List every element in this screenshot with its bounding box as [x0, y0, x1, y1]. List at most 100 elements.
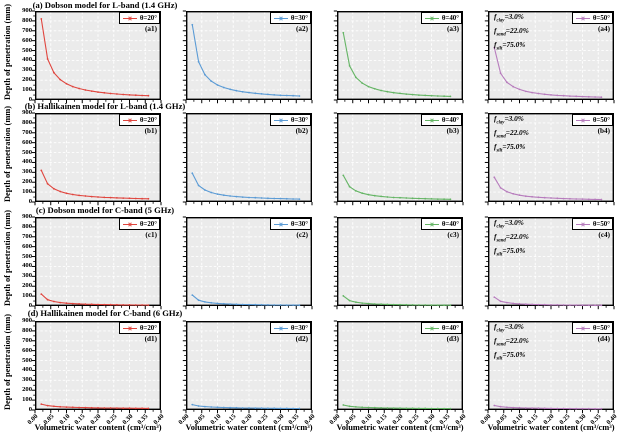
- y-tick-label: 200: [22, 386, 32, 394]
- legend-c1: θ=20°: [118, 218, 160, 230]
- legend-line-icon: [122, 221, 137, 227]
- panel-tag: (b1): [144, 127, 157, 135]
- panel-tag: (c2): [296, 231, 308, 239]
- plot-area-a2: [182, 10, 313, 104]
- legend-label: θ=50°: [592, 116, 610, 124]
- y-tick-label: 0: [28, 302, 32, 309]
- legend-line-icon: [575, 221, 590, 227]
- row-title-b: (b) Hallikainen model for L-band (1.4 GH…: [24, 101, 186, 111]
- plot-area-a3: [333, 10, 464, 104]
- y-tick-label: 900: [22, 317, 32, 324]
- legend-line-icon: [122, 325, 137, 331]
- legend-label: θ=50°: [592, 324, 610, 332]
- y-tick-label: 400: [22, 262, 32, 270]
- y-tick-label: 700: [22, 232, 32, 240]
- panel-tag: (b3): [446, 127, 459, 135]
- legend-label: θ=30°: [290, 116, 308, 124]
- legend-line-icon: [122, 15, 137, 21]
- legend-a2: θ=30°: [269, 12, 311, 24]
- legend-label: θ=40°: [441, 14, 459, 22]
- y-tick-label: 100: [22, 292, 32, 300]
- panel-a1: θ=20° (a1): [31, 10, 162, 104]
- panel-a2: θ=30° (a2): [182, 10, 313, 104]
- panel-d2: θ=30° (d2): [182, 320, 313, 414]
- legend-line-icon: [122, 117, 137, 123]
- legend-line-icon: [424, 221, 439, 227]
- y-tick-label: 500: [22, 46, 32, 54]
- panel-b1: θ=20° (b1): [31, 112, 162, 206]
- legend-c2: θ=30°: [269, 218, 311, 230]
- panel-tag: (d3): [446, 335, 459, 343]
- legend-a1: θ=20°: [118, 12, 160, 24]
- panel-tag: (a2): [296, 25, 308, 33]
- y-tick-label: 0: [28, 96, 32, 103]
- plot-area-d2: [182, 320, 313, 414]
- annotation-line: fsilt=75.0%: [494, 350, 526, 362]
- soil-fraction-annotation: fclay=3.0% fsand=22.0% fsilt=75.0%: [494, 12, 529, 54]
- plot-area-a4: [484, 10, 615, 104]
- plot-area-d3: [333, 320, 464, 414]
- soil-fraction-annotation: fclay=3.0% fsand=22.0% fsilt=75.0%: [494, 322, 529, 364]
- legend-label: θ=50°: [592, 14, 610, 22]
- legend-label: θ=30°: [290, 14, 308, 22]
- panel-c2: θ=30° (c2): [182, 216, 313, 310]
- y-tick-label: 800: [22, 326, 32, 334]
- row-title-c: (c) Dobson model for C-band (5 GHz): [35, 205, 175, 215]
- panel-tag: (a4): [598, 25, 610, 33]
- legend-label: θ=20°: [139, 14, 157, 22]
- annotation-line: fsilt=75.0%: [494, 142, 526, 154]
- annotation-line: fsilt=75.0%: [494, 246, 526, 258]
- plot-area-c3: [333, 216, 464, 310]
- legend-line-icon: [273, 15, 288, 21]
- panel-b4: θ=50° (b4) fclay=3.0% fsand=22.0% fsilt=…: [484, 112, 615, 206]
- legend-line-icon: [273, 117, 288, 123]
- legend-label: θ=20°: [139, 116, 157, 124]
- y-tick-label: 400: [22, 56, 32, 64]
- plot-area-c4: [484, 216, 615, 310]
- panel-tag: (b4): [597, 127, 610, 135]
- legend-b4: θ=50°: [571, 114, 613, 126]
- y-tick-label: 700: [22, 26, 32, 34]
- y-tick-label: 300: [22, 168, 32, 176]
- y-tick-label: 100: [22, 188, 32, 196]
- y-tick-label: 600: [22, 346, 32, 354]
- annotation-line: fsand=22.0%: [494, 128, 529, 140]
- legend-a3: θ=40°: [420, 12, 462, 24]
- plot-area-c2: [182, 216, 313, 310]
- legend-d1: θ=20°: [118, 322, 160, 334]
- x-axis-label-4: Volumetric water content (cm³/cm³): [487, 423, 615, 432]
- plot-area-b2: [182, 112, 313, 206]
- legend-line-icon: [575, 117, 590, 123]
- legend-d3: θ=40°: [420, 322, 462, 334]
- y-tick-label: 300: [22, 376, 32, 384]
- y-tick-label: 500: [22, 356, 32, 364]
- y-tick-labels-c: 0 100 200 300 400 500 600 700 800 900: [0, 213, 33, 309]
- panel-tag: (a1): [145, 25, 157, 33]
- legend-b3: θ=40°: [420, 114, 462, 126]
- y-tick-label: 900: [22, 109, 32, 116]
- x-axis-label-2: Volumetric water content (cm³/cm³): [185, 423, 313, 432]
- y-tick-labels-b: 0 100 200 300 400 500 600 700 800 900: [0, 109, 33, 205]
- legend-line-icon: [575, 15, 590, 21]
- legend-c3: θ=40°: [420, 218, 462, 230]
- legend-label: θ=30°: [290, 324, 308, 332]
- plot-area-c1: [31, 216, 162, 310]
- legend-label: θ=40°: [441, 116, 459, 124]
- legend-label: θ=50°: [592, 220, 610, 228]
- panel-b3: θ=40° (b3): [333, 112, 464, 206]
- legend-d2: θ=30°: [269, 322, 311, 334]
- panel-tag: (c3): [447, 231, 459, 239]
- legend-line-icon: [273, 221, 288, 227]
- y-tick-label: 400: [22, 366, 32, 374]
- row-title-a: (a) Dobson model for L-band (1.4 GHz): [32, 0, 178, 10]
- panel-c1: θ=20° (c1): [31, 216, 162, 310]
- y-tick-label: 400: [22, 158, 32, 166]
- legend-b1: θ=20°: [118, 114, 160, 126]
- legend-label: θ=40°: [441, 220, 459, 228]
- panel-a3: θ=40° (a3): [333, 10, 464, 104]
- legend-line-icon: [424, 15, 439, 21]
- row-title-d: (d) Hallikainen model for C-band (6 GHz): [27, 308, 183, 318]
- annotation-line: fsilt=75.0%: [494, 40, 526, 52]
- soil-fraction-annotation: fclay=3.0% fsand=22.0% fsilt=75.0%: [494, 218, 529, 260]
